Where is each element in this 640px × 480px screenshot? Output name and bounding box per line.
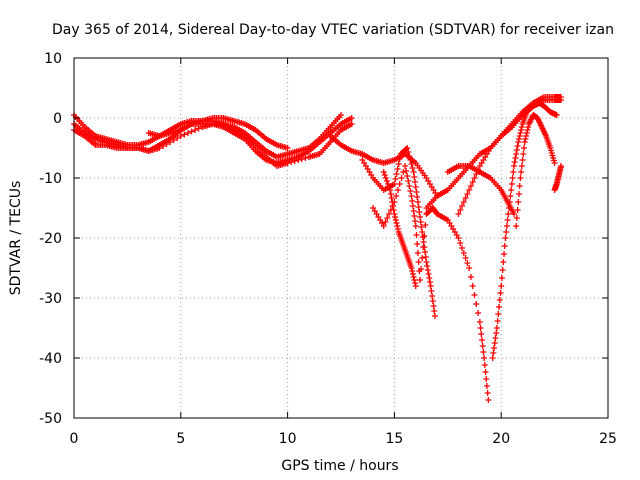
data-point-markers [513, 112, 558, 229]
x-tick-label: 15 [385, 431, 403, 447]
y-tick-label: -50 [39, 411, 62, 427]
series-track-12 [489, 100, 560, 361]
series-track-9 [423, 94, 565, 211]
x-tick-label: 0 [70, 431, 79, 447]
chart-ticks: 0 5 10 15 20 25 10 0 -10 -20 -30 -40 -50 [39, 51, 617, 447]
data-point-markers [380, 169, 419, 289]
data-point-markers [489, 100, 560, 361]
x-tick-label: 10 [279, 431, 297, 447]
y-axis-label: SDTVAR / TECUs [8, 181, 24, 296]
x-tick-label: 25 [599, 431, 617, 447]
chart-marks [71, 94, 565, 403]
series-track-4 [145, 115, 291, 151]
data-point-markers [145, 115, 291, 151]
y-tick-label: -30 [39, 291, 62, 307]
chart-title: Day 365 of 2014, Sidereal Day-to-day VTE… [52, 22, 614, 38]
series-track-8 [380, 169, 419, 289]
data-point-markers [423, 94, 565, 211]
y-tick-label: -20 [39, 231, 62, 247]
y-tick-label: -40 [39, 351, 62, 367]
series-track-6 [359, 145, 438, 319]
y-tick-label: -10 [39, 171, 62, 187]
x-axis-label: GPS time / hours [281, 458, 398, 474]
y-tick-label: 0 [53, 111, 62, 127]
series-track-14 [551, 163, 565, 193]
x-tick-label: 5 [176, 431, 185, 447]
series-track-13 [513, 112, 558, 229]
x-tick-label: 20 [492, 431, 510, 447]
y-tick-label: 10 [44, 51, 62, 67]
data-point-markers [551, 163, 565, 193]
data-point-markers [359, 145, 438, 319]
data-point-markers [444, 163, 518, 217]
series-track-11 [444, 163, 518, 217]
